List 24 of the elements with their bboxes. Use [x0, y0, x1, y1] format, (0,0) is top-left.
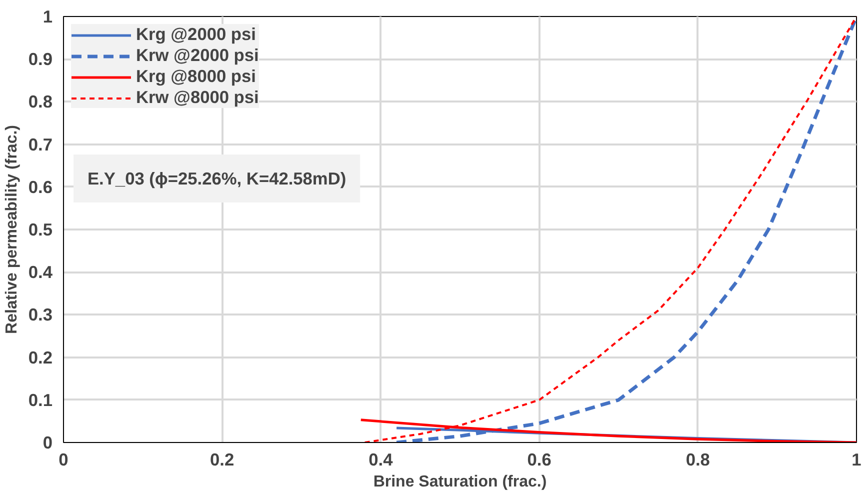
- legend-label: Krw @8000 psi: [136, 87, 259, 108]
- x-axis-title: Brine Saturation (frac.): [373, 474, 547, 490]
- x-tick-label: 0.4: [368, 450, 394, 470]
- y-tick-label: 0.7: [28, 134, 53, 154]
- x-tick-label: 1: [852, 450, 862, 470]
- y-tick-label: 0.9: [28, 49, 53, 70]
- y-tick-label: 0.1: [28, 390, 53, 410]
- legend-label: Krw @2000 psi: [136, 45, 259, 66]
- y-tick-label: 0.6: [28, 176, 53, 197]
- y-tick-label: 0.5: [28, 220, 53, 240]
- y-tick-label: 0.8: [28, 92, 53, 112]
- x-tick-label: 0.2: [210, 450, 234, 470]
- x-tick-label: 0.6: [527, 450, 552, 470]
- x-tick-label: 0: [58, 450, 68, 470]
- y-tick-label: 1: [42, 6, 53, 26]
- legend-label: Krg @8000 psi: [136, 66, 256, 87]
- legend-label: Krg @2000 psi: [136, 24, 256, 45]
- y-tick-label: 0.4: [28, 262, 53, 282]
- annotation: E.Y_03 (ϕ=25.26%, K=42.58mD): [88, 168, 346, 188]
- y-tick-label: 0.2: [28, 347, 53, 368]
- y-tick-label: 0: [42, 432, 53, 452]
- x-tick-label: 0.8: [686, 450, 710, 470]
- y-axis-title: Relative permeability (frac.): [3, 125, 20, 334]
- y-tick-label: 0.3: [28, 304, 53, 325]
